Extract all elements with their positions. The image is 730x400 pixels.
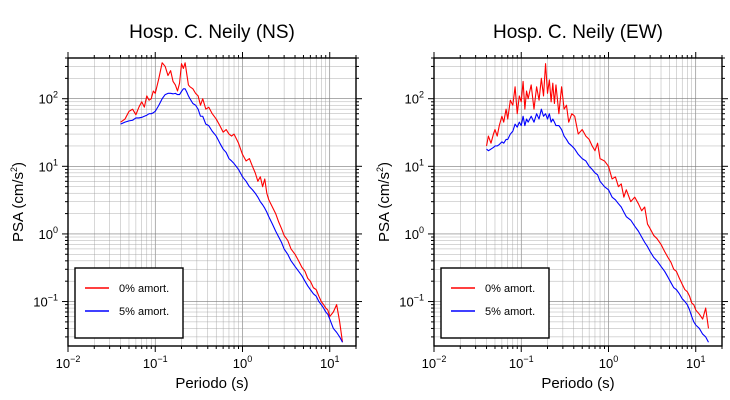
y-tick-label: 100 [39, 225, 58, 242]
tick-base: 10 [33, 295, 47, 310]
legend: 0% amort. 5% amort. [74, 267, 184, 339]
y-tick-label: 101 [405, 157, 424, 174]
tick-exponent: −1 [523, 354, 533, 364]
legend-box [74, 267, 184, 339]
x-tick-label: 10−2 [422, 354, 447, 371]
legend-label: 5% amort. [485, 306, 535, 318]
tick-base: 10 [599, 356, 613, 371]
ylabel-end: ) [10, 162, 27, 167]
legend-label: 0% amort. [119, 283, 169, 295]
series-group [485, 63, 710, 343]
y-tick-label: 10−1 [399, 293, 424, 310]
tick-base: 10 [686, 356, 700, 371]
tick-exponent: 2 [53, 90, 58, 100]
series-line-red [120, 62, 344, 343]
tick-base: 10 [422, 356, 436, 371]
tick-base: 10 [233, 356, 247, 371]
tick-base: 10 [405, 92, 419, 107]
tick-exponent: 0 [247, 354, 252, 364]
y-tick-label: 102 [405, 90, 424, 107]
tick-exponent: 0 [53, 225, 58, 235]
series-line-blue [120, 88, 343, 343]
legend-label: 5% amort. [119, 306, 169, 318]
legend: 0% amort. 5% amort. [440, 267, 550, 339]
ylabel-main: PSA (cm/s [10, 172, 27, 242]
y-axis-label: PSA (cm/s2) [9, 162, 27, 242]
tick-exponent: 2 [419, 90, 424, 100]
tick-base: 10 [39, 92, 53, 107]
series-line-red [485, 63, 710, 329]
y-axis-label: PSA (cm/s2) [375, 162, 393, 242]
x-tick-label: 10−2 [56, 354, 81, 371]
x-tick-label: 100 [233, 354, 252, 371]
ylabel-end: ) [376, 162, 393, 167]
x-tick-label: 101 [686, 354, 705, 371]
tick-base: 10 [39, 227, 53, 242]
chart-title: Hosp. C. Neily (NS) [129, 22, 295, 43]
x-tick-label: 101 [320, 354, 339, 371]
tick-base: 10 [405, 227, 419, 242]
y-tick-label: 102 [39, 90, 58, 107]
tick-exponent: 0 [613, 354, 618, 364]
series-group [120, 62, 344, 343]
legend-box [440, 267, 550, 339]
tick-base: 10 [143, 356, 157, 371]
plot-frame [433, 57, 723, 347]
tick-exponent: −2 [70, 354, 80, 364]
tick-exponent: −1 [157, 354, 167, 364]
tick-exponent: 1 [419, 157, 424, 167]
legend-label: 0% amort. [485, 283, 535, 295]
chart-title: Hosp. C. Neily (EW) [493, 22, 663, 43]
tick-exponent: 1 [700, 354, 705, 364]
y-tick-label: 100 [405, 225, 424, 242]
tick-base: 10 [509, 356, 523, 371]
tick-base: 10 [320, 356, 334, 371]
tick-exponent: −1 [414, 293, 424, 303]
tick-exponent: 0 [419, 225, 424, 235]
chart-panel-ew: Hosp. C. Neily (EW)10−2 10−1 100 10110−1100… [375, 22, 728, 392]
x-tick-label: 10−1 [143, 354, 168, 371]
tick-exponent: −2 [436, 354, 446, 364]
ylabel-sup: 2 [375, 167, 385, 172]
tick-exponent: 1 [334, 354, 339, 364]
y-tick-label: 101 [39, 157, 58, 174]
x-axis-label: Periodo (s) [175, 375, 248, 392]
tick-base: 10 [56, 356, 70, 371]
y-tick-label: 10−1 [33, 293, 58, 310]
tick-exponent: 1 [53, 157, 58, 167]
plot-frame [67, 57, 357, 347]
ylabel-main: PSA (cm/s [376, 172, 393, 242]
series-line-blue [486, 108, 709, 343]
x-tick-label: 10−1 [509, 354, 534, 371]
tick-exponent: −1 [48, 293, 58, 303]
x-axis-label: Periodo (s) [541, 375, 614, 392]
tick-base: 10 [405, 159, 419, 174]
x-tick-label: 100 [599, 354, 618, 371]
chart-panel-ns: Hosp. C. Neily (NS)10−2 10−1 100 10110−1100… [9, 22, 362, 392]
tick-base: 10 [399, 295, 413, 310]
ylabel-sup: 2 [9, 167, 19, 172]
tick-base: 10 [39, 159, 53, 174]
grid [67, 57, 357, 346]
